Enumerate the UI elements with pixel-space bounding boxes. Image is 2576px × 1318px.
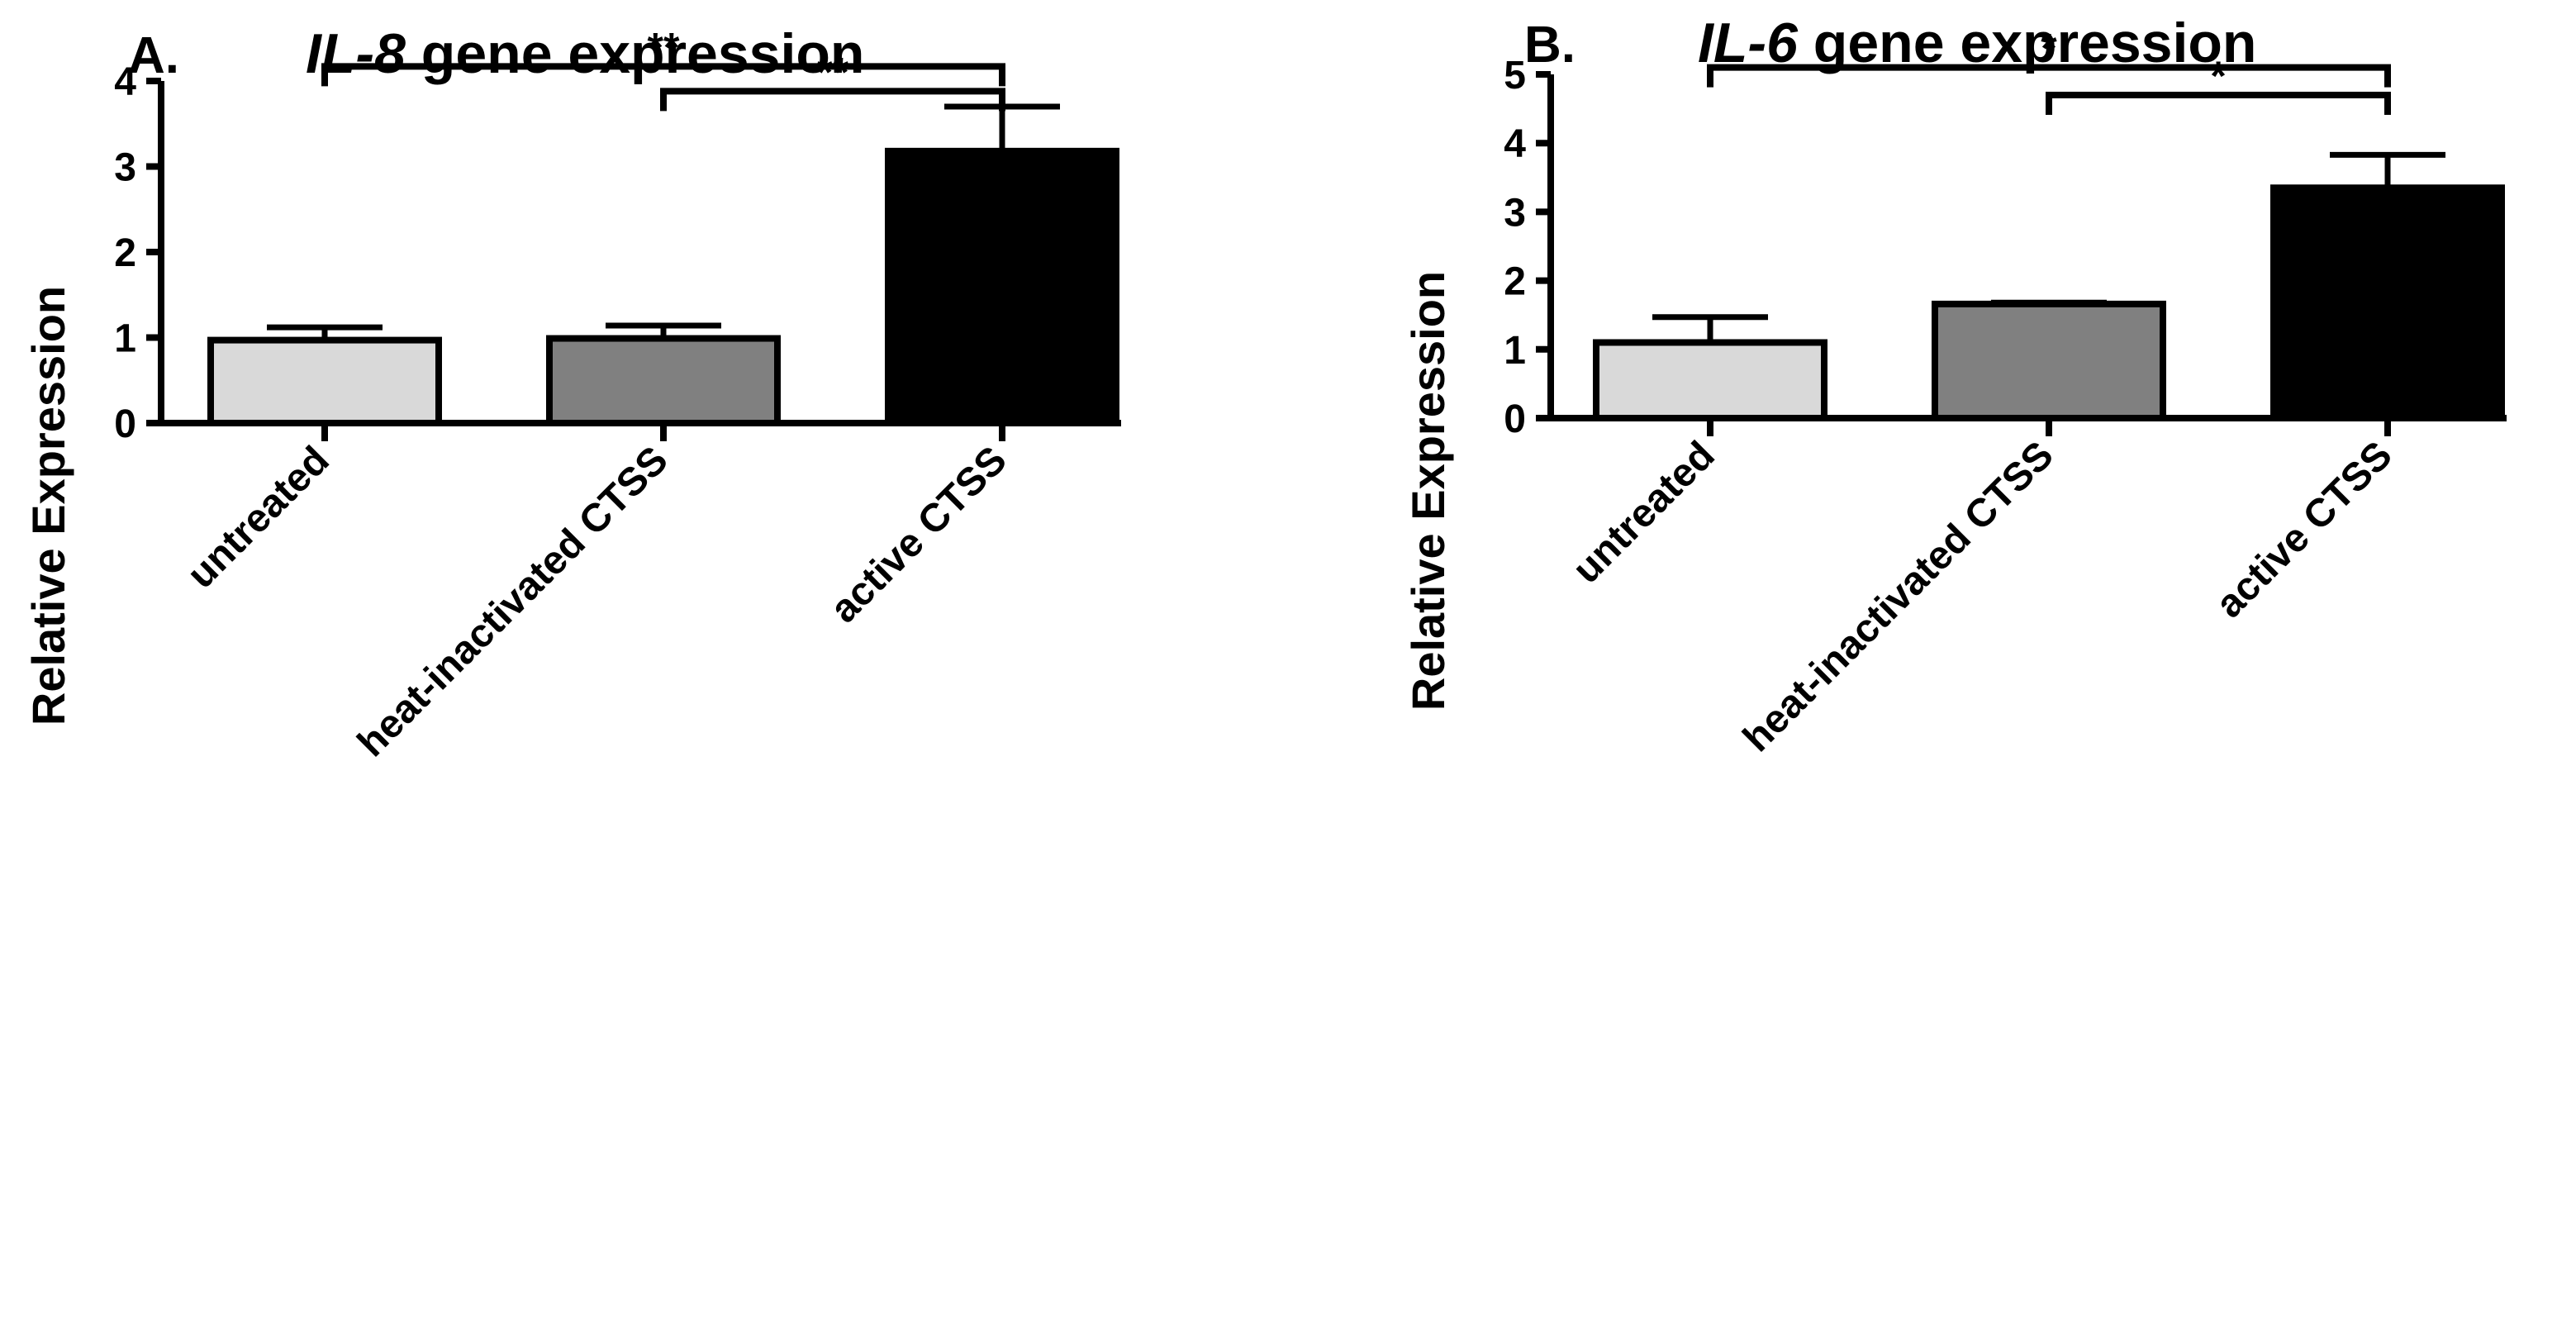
panel-b-y-tick-label: 2 <box>1504 260 1526 304</box>
panel-b-label: B. <box>1524 17 1576 74</box>
panel-b-plot: 0 1 2 3 4 5 untreated heat-inactivated CTSS acti… <box>1504 26 2507 760</box>
panel-a-bar <box>885 147 1119 426</box>
panel-a-category-label: active CTSS <box>822 438 1015 631</box>
panel-a-title-gene: IL-8 <box>306 22 406 85</box>
panel-a-y-tick-label: 0 <box>114 402 136 446</box>
panel-b-significance-bracket <box>1707 64 2391 88</box>
panel-a-bar <box>207 336 442 427</box>
panel-b-y-tick-label: 0 <box>1504 397 1526 441</box>
panel-b-category-label: untreated <box>1565 433 1723 592</box>
panel-a-y-tick-label: 2 <box>114 231 136 275</box>
panel-a-significance-bracket <box>321 63 1005 87</box>
panel-a-bar <box>546 335 781 426</box>
panel-a-il8: A. IL-8 gene expression Relative Express… <box>22 22 1121 765</box>
panel-b-significance-bracket <box>2046 91 2391 115</box>
panel-a-category-label: untreated <box>179 438 338 597</box>
panel-a-title-rest: gene expression <box>406 22 865 85</box>
panel-a-y-tick-label: 1 <box>114 317 136 361</box>
panel-b-title-rest: gene expression <box>1798 12 2257 74</box>
panel-b-title: IL-6 gene expression <box>1698 12 2256 74</box>
panel-a-y-tick-label: 3 <box>114 146 136 190</box>
panel-b-bar <box>2270 184 2505 421</box>
panel-a-category-label: heat-inactivated CTSS <box>349 438 677 765</box>
panel-b-y-tick-label: 4 <box>1504 122 1526 166</box>
panel-b-ylabel: Relative Expression <box>1402 271 1454 711</box>
panel-a-label: A. <box>128 27 179 84</box>
panel-a-ylabel: Relative Expression <box>22 286 74 726</box>
panel-b-significance-label: * <box>2210 53 2227 99</box>
panel-b-category-label: active CTSS <box>2208 433 2401 626</box>
panel-b-category-label: heat-inactivated CTSS <box>1735 433 2062 760</box>
panel-a-title: IL-8 gene expression <box>306 22 864 85</box>
panel-b-bar <box>1593 339 1827 422</box>
panel-a-plot: 0 1 2 3 4 untreated heat-inactivated CTSS activ… <box>114 24 1121 765</box>
panel-b-title-gene: IL-6 <box>1698 12 1799 74</box>
panel-b-y-tick-label: 1 <box>1504 329 1526 373</box>
panel-b-il6: B. IL-6 gene expression Relative Express… <box>1402 12 2507 760</box>
panel-a-significance-label: ** <box>817 49 849 95</box>
panel-b-y-tick-label: 3 <box>1504 191 1526 235</box>
panel-a-significance-bracket <box>660 88 1005 112</box>
panel-a-y-tick-label: 4 <box>114 60 136 104</box>
panel-a-significance-label: ** <box>648 24 680 70</box>
panel-b-significance-label: * <box>2041 26 2057 72</box>
panel-b-bar <box>1932 300 2166 421</box>
panel-b-y-tick-label: 5 <box>1504 54 1526 98</box>
